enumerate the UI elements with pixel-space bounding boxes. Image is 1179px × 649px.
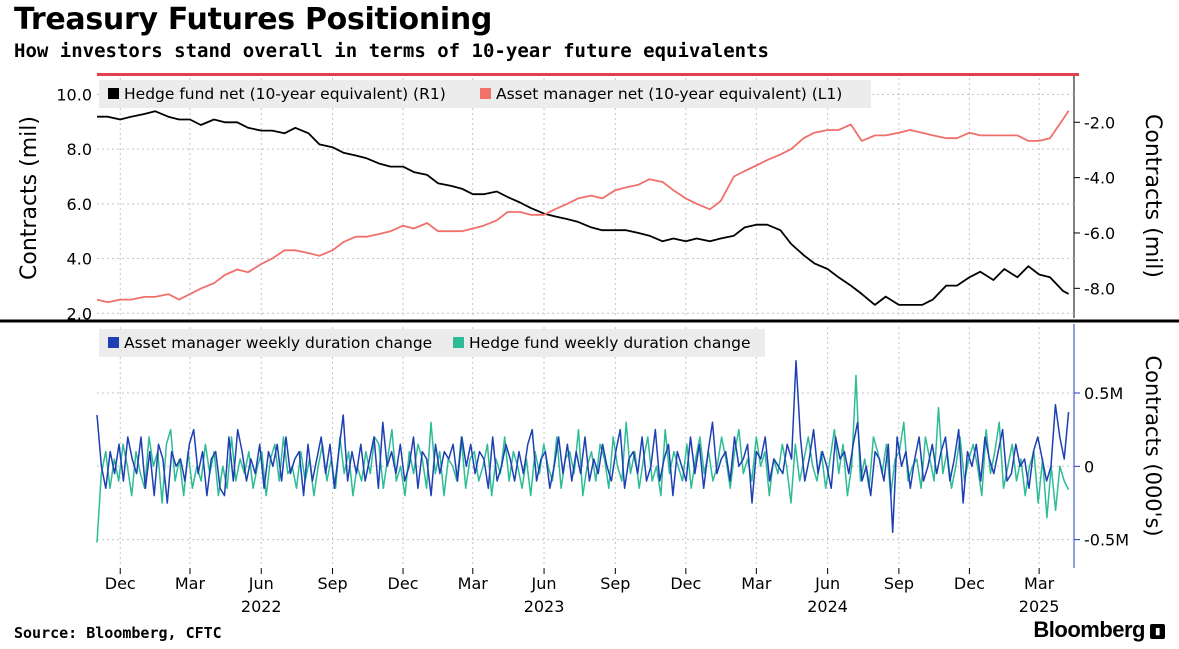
bloomberg-terminal-icon: ▮ (1150, 623, 1165, 639)
x-year-label: 2024 (807, 597, 848, 616)
left-y-tick-label: 10.0 (56, 85, 92, 104)
legend-hedge-fund-weekly: Hedge fund weekly duration change (469, 334, 751, 352)
chart-title: Treasury Futures Positioning (14, 2, 493, 37)
x-tick-label: Jun (531, 574, 557, 593)
asset-manager-weekly-line (96, 359, 1070, 534)
hedge-fund-net-line (97, 110, 1070, 306)
x-tick-label: Sep (317, 574, 347, 593)
legend-asset-manager-net-swatch (480, 88, 491, 99)
x-tick-label: Dec (105, 574, 136, 593)
left-y-tick-label: 6.0 (67, 195, 92, 214)
x-tick-label: Mar (175, 574, 206, 593)
x-tick-label: Sep (884, 574, 914, 593)
x-year-label: 2022 (241, 597, 282, 616)
legend-hedge-fund-net-swatch (108, 88, 119, 99)
x-tick-label: Mar (1024, 574, 1055, 593)
legend-bottom-box (99, 329, 765, 357)
right-y-tick-label: -8.0 (1084, 279, 1115, 298)
x-tick-label: Mar (458, 574, 489, 593)
legend-hedge-fund-net: Hedge fund net (10-year equivalent) (R1) (124, 85, 446, 103)
x-year-label: 2023 (524, 597, 565, 616)
top-red-bar (97, 73, 1079, 76)
tick-labels: Dec Mar Jun Sep Dec Mar Jun Sep Dec Mar Jun Sep Dec M… (56, 85, 1129, 616)
right-y-tick-label: -2.0 (1084, 113, 1115, 132)
x-tick-label: Dec (388, 574, 419, 593)
legend-hedge-fund-weekly-swatch (453, 337, 464, 348)
left-y-tick-label: 8.0 (67, 140, 92, 159)
legend-asset-manager-weekly: Asset manager weekly duration change (124, 334, 432, 352)
left-y-tick-label: 4.0 (67, 250, 92, 269)
x-tick-label: Mar (741, 574, 772, 593)
right-axis-title-bottom: Contracts (000's) (1141, 355, 1165, 536)
left-axis-title: Contracts (mil) (17, 116, 42, 280)
x-tick-label: Dec (670, 574, 701, 593)
x-tick-label: Jun (814, 574, 840, 593)
legend-asset-manager-net: Asset manager net (10-year equivalent) (… (496, 85, 842, 103)
chart-subtitle: How investors stand overall in terms of … (14, 40, 769, 62)
asset-manager-net-line (96, 110, 1070, 304)
bloomberg-logo: Bloomberg ▮ (1033, 617, 1165, 643)
brand-text: Bloomberg (1033, 617, 1145, 642)
series-top (96, 110, 1070, 306)
x-tick-label: Sep (600, 574, 630, 593)
legend-asset-manager-weekly-swatch (108, 337, 119, 348)
x-tick-label: Dec (954, 574, 985, 593)
right-y-tick-label: -4.0 (1084, 169, 1115, 188)
right-axis-title-top: Contracts (mil) (1140, 114, 1165, 278)
series-bottom (96, 359, 1070, 543)
bottom-y-tick-label: -0.5M (1084, 531, 1129, 550)
x-year-label: 2025 (1019, 597, 1060, 616)
source-note: Source: Bloomberg, CFTC (14, 624, 222, 642)
right-y-tick-label: -6.0 (1084, 224, 1115, 243)
left-y-tick-label: 2.0 (67, 304, 92, 323)
bottom-y-tick-label: 0 (1084, 457, 1094, 476)
bottom-y-tick-label: 0.5M (1084, 384, 1123, 403)
x-tick-label: Jun (248, 574, 274, 593)
